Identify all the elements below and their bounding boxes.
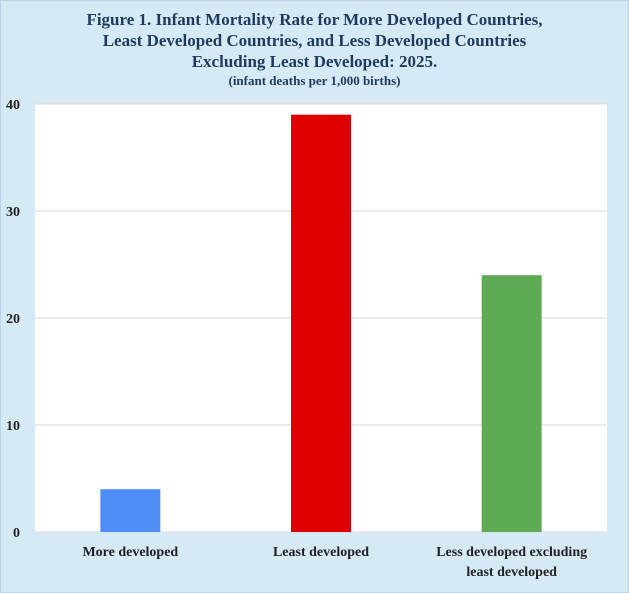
x-category-label-line: More developed xyxy=(82,545,178,560)
x-category-label: Less developed excluding least developed xyxy=(436,545,587,580)
y-tick-label: 40 xyxy=(6,98,20,113)
y-axis-ticks: 0 10 20 30 40 xyxy=(6,98,20,541)
x-category-label-line: Less developed excluding xyxy=(436,545,587,560)
chart-title-line-2: Least Developed Countries, and Less Deve… xyxy=(102,31,527,50)
x-axis-categories: More developed Least developed Less develo… xyxy=(82,545,587,580)
x-category-label: Least developed xyxy=(273,545,369,560)
chart-title: Figure 1. Infant Mortality Rate for More… xyxy=(0,9,629,72)
bars xyxy=(100,114,542,532)
x-category-label: More developed xyxy=(82,545,178,560)
y-tick-label: 30 xyxy=(6,205,20,220)
bar-least-developed xyxy=(291,114,351,532)
x-category-label-line: Least developed xyxy=(273,545,369,560)
bar-less-developed-excluding-least-developed xyxy=(481,275,542,532)
y-tick-label: 0 xyxy=(13,526,20,541)
x-category-label-line: least developed xyxy=(466,565,557,580)
y-tick-label: 20 xyxy=(6,312,20,327)
chart-title-line-1: Figure 1. Infant Mortality Rate for More… xyxy=(86,10,543,29)
bar-more-developed xyxy=(100,489,161,532)
chart-title-line-3: Excluding Least Developed: 2025. xyxy=(191,52,438,71)
chart-subtitle: (infant deaths per 1,000 births) xyxy=(228,73,401,88)
y-tick-label: 10 xyxy=(6,419,20,434)
